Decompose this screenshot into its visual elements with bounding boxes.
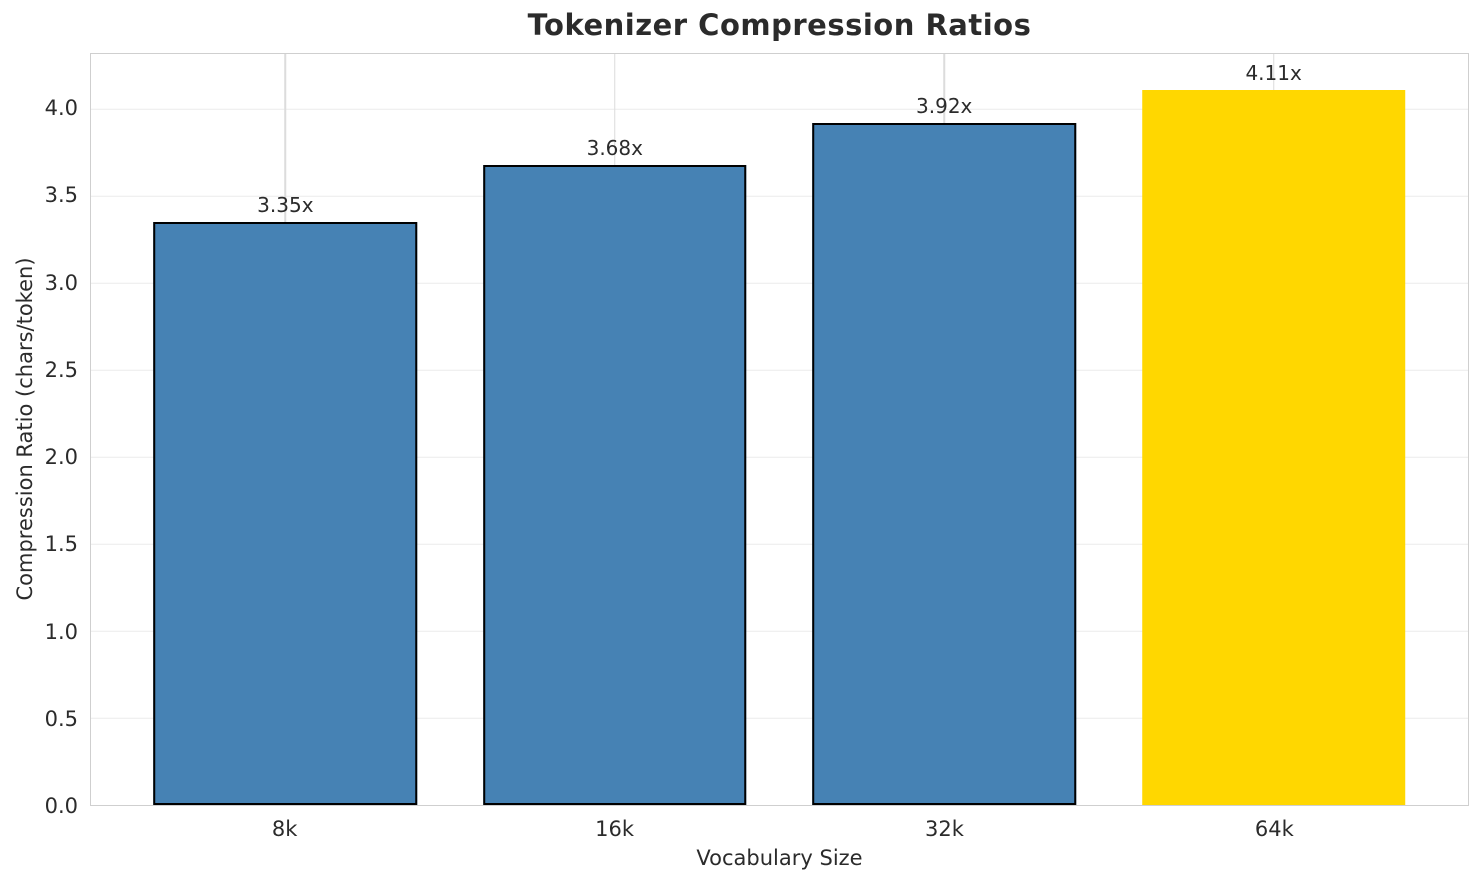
y-tick-label: 2.0 — [44, 445, 78, 470]
y-tick-label: 3.0 — [44, 270, 78, 295]
bar-16k — [483, 164, 747, 805]
bar-32k — [812, 122, 1076, 805]
bar-8k — [153, 222, 418, 805]
gridline-horizontal — [91, 717, 1468, 719]
y-axis-label: Compression Ratio (chars/token) — [13, 257, 37, 601]
bar-64k — [1141, 89, 1406, 805]
y-tick-label: 1.0 — [44, 619, 78, 644]
gridline-horizontal — [91, 282, 1468, 284]
y-tick-label: 4.0 — [44, 96, 78, 121]
bar-value-label: 4.11x — [1245, 60, 1302, 85]
gridline-horizontal — [91, 543, 1468, 545]
gridline-horizontal — [91, 369, 1468, 371]
y-tick-label: 2.5 — [44, 357, 78, 382]
bar-value-label: 3.92x — [916, 93, 973, 118]
x-tick-label: 64k — [1254, 817, 1294, 841]
y-tick-label: 0.5 — [44, 706, 78, 731]
bar-value-label: 3.68x — [586, 135, 643, 160]
y-tick-label: 0.0 — [44, 794, 78, 818]
chart-title: Tokenizer Compression Ratios — [527, 8, 1032, 42]
x-tick-label: 32k — [924, 817, 964, 841]
gridline-horizontal — [91, 195, 1468, 197]
y-tick-label: 1.5 — [44, 532, 78, 557]
y-tick-label: 3.5 — [44, 183, 78, 208]
plot-area: 3.35x 3.68x 3.92x 4.11x — [90, 53, 1469, 806]
gridline-horizontal — [91, 630, 1468, 632]
x-tick-label: 16k — [595, 817, 634, 841]
gridline-horizontal — [91, 456, 1468, 458]
bar-value-label: 3.35x — [257, 193, 314, 218]
gridline-horizontal — [91, 108, 1468, 110]
x-tick-label: 8k — [271, 817, 298, 841]
x-axis-label: Vocabulary Size — [696, 846, 863, 870]
